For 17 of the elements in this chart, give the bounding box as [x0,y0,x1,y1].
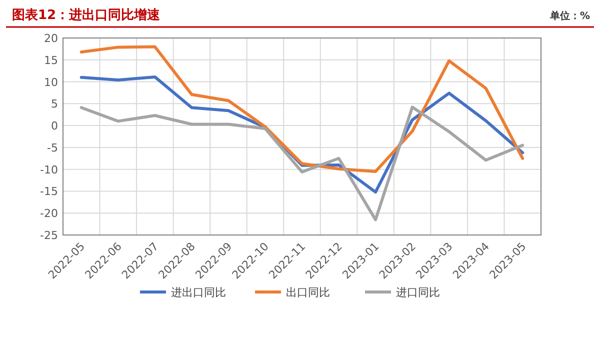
y-tick-label: 5 [51,98,58,111]
y-tick-label: -25 [40,229,58,242]
y-tick-label: -20 [40,207,58,220]
line-series [80,45,524,174]
chart-title: 图表12：进出口同比增速 [12,8,162,23]
y-tick-label: -5 [47,141,58,154]
y-tick-label: -15 [40,185,58,198]
y-tick-label: 0 [51,120,58,133]
legend-label: 出口同比 [286,286,330,299]
y-tick-label: 10 [44,76,58,89]
y-tick-label: 15 [44,54,58,67]
y-tick-label: 20 [44,32,58,45]
legend-label: 进口同比 [396,286,440,299]
legend-label: 进出口同比 [171,286,226,299]
line-series [80,106,524,222]
y-tick-label: -10 [40,163,58,176]
text: 单位：% [548,10,590,22]
